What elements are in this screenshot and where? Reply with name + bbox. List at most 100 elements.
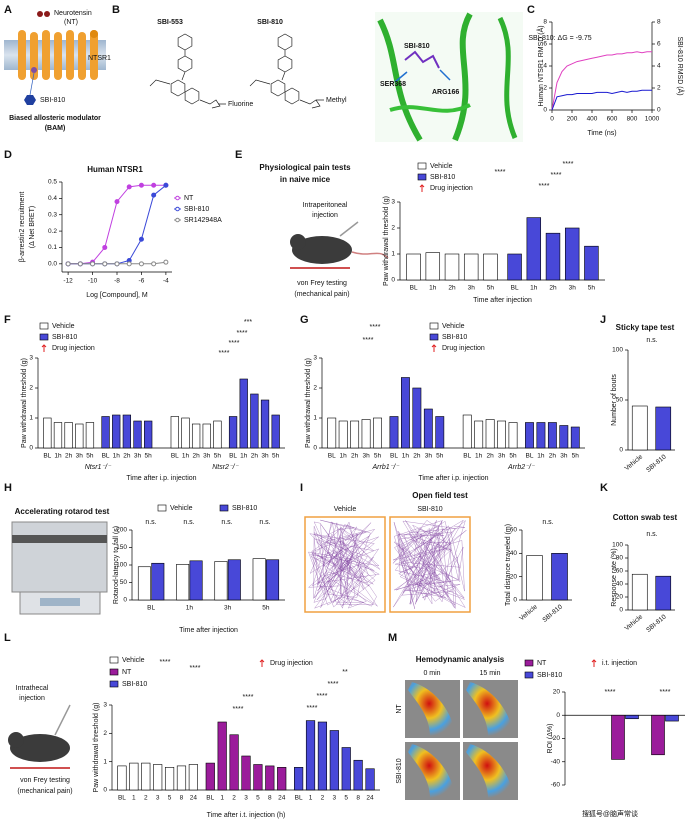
panel-label: H — [4, 482, 12, 494]
annotation: SBI-810: ΔG = -9.75 — [528, 35, 591, 42]
series-line — [551, 51, 652, 111]
annotation: **** — [219, 350, 230, 357]
point — [77, 261, 83, 267]
x-tick-label: 1000 — [645, 116, 660, 123]
bar — [75, 423, 84, 449]
bar — [112, 414, 121, 449]
annotation: **** — [563, 161, 574, 168]
x-tick-label: 2h — [123, 453, 131, 460]
x-tick-label: 600 — [607, 116, 618, 123]
bar — [241, 755, 251, 791]
figure-text: SBI-810 — [40, 97, 65, 104]
legend-swatch — [39, 322, 49, 330]
point — [163, 259, 169, 265]
y-tick-label: 2 — [29, 385, 33, 392]
legend-swatch — [109, 680, 119, 688]
annotation: n.s. — [542, 519, 553, 526]
y-tick-label: 4 — [543, 63, 547, 70]
protein-structure — [389, 103, 471, 113]
y2-tick-label: 0 — [657, 107, 661, 114]
x-tick-label: 2h — [549, 453, 557, 460]
figure-text: SBI-810 — [257, 19, 283, 26]
x-tick-label: 2h — [549, 285, 557, 292]
open-field-arena — [304, 516, 471, 613]
figure-text: Methyl — [326, 97, 347, 104]
x-tick-label: 2h — [413, 453, 421, 460]
point — [65, 261, 71, 267]
y2-tick-label: 4 — [657, 63, 661, 70]
figure-text: Physiological pain tests — [259, 163, 351, 172]
figure-text: Hemodynamic analysis — [416, 655, 505, 664]
panel-label: G — [300, 314, 309, 326]
legend-entry: SBI-810 — [122, 681, 147, 688]
point — [126, 184, 132, 190]
figure-text: 15 min — [479, 670, 500, 677]
bar — [133, 420, 142, 449]
legend-marker — [175, 206, 180, 212]
bar — [213, 420, 222, 449]
bar — [265, 765, 275, 791]
injection-arrow — [419, 184, 425, 192]
bar — [350, 420, 360, 449]
bar — [483, 253, 498, 281]
x-tick-label: 1h — [402, 453, 410, 460]
legend-entry: SR142948A — [184, 217, 222, 224]
annotation: n.s. — [221, 519, 232, 526]
bar — [665, 714, 679, 722]
bar — [144, 420, 153, 449]
point — [163, 182, 169, 188]
bar — [497, 420, 506, 449]
bar — [252, 558, 266, 601]
x-tick-label: 24 — [278, 795, 286, 802]
bar — [570, 426, 580, 449]
bar — [412, 387, 422, 449]
bar — [266, 559, 280, 601]
rotarod-illustration — [11, 521, 108, 615]
bar — [305, 720, 316, 791]
x-tick-label: 5h — [214, 453, 222, 460]
bar — [176, 765, 187, 791]
x-tick-label: 8 — [268, 795, 272, 802]
receptor-illustration — [18, 30, 26, 80]
figure-text: (mechanical pain) — [17, 788, 72, 795]
x-tick-label: 1h — [182, 453, 190, 460]
x-tick-label: BL — [410, 285, 418, 292]
x-tick-label: 200 — [567, 116, 578, 123]
panel-label: B — [112, 4, 120, 16]
legend-swatch — [219, 504, 229, 512]
legend-entry: SBI-810 — [430, 174, 455, 181]
point — [126, 261, 132, 267]
bar — [137, 566, 151, 601]
legend-swatch — [524, 671, 534, 679]
y-tick-label: 3 — [29, 355, 33, 362]
y-tick-label: 20 — [510, 573, 518, 580]
x-tick-label: 3 — [244, 795, 248, 802]
figure-text: NT — [396, 704, 403, 714]
group-label: Ntsr2⁻/⁻ — [212, 464, 239, 471]
legend-swatch — [39, 333, 49, 341]
annotation: **** — [605, 689, 616, 696]
y-axis-label: Paw withdrawal threshold (g) — [383, 196, 390, 286]
legend-entry: Vehicle — [122, 657, 145, 664]
bar — [655, 575, 672, 611]
annotation: **** — [363, 337, 374, 344]
protein-structure — [375, 12, 523, 142]
x-tick-label: 2h — [351, 453, 359, 460]
x-tick-label: BL — [171, 453, 179, 460]
chart-title: Sticky tape test — [616, 323, 675, 332]
bar — [365, 768, 375, 791]
x-tick-label: BL — [118, 795, 126, 802]
x-tick-label: 1h — [429, 285, 437, 292]
bar — [327, 417, 337, 449]
bar — [181, 417, 190, 449]
x-tick-label: 3h — [468, 285, 476, 292]
ring — [284, 87, 300, 105]
mouse-illustration — [54, 704, 71, 736]
y-tick-label: 100 — [116, 562, 127, 569]
y-tick-label: 0 — [103, 787, 107, 794]
bar — [474, 420, 484, 449]
group-label: Ntsr1⁻/⁻ — [85, 464, 112, 471]
chart-title: Accelerating rotarod test — [15, 507, 110, 516]
